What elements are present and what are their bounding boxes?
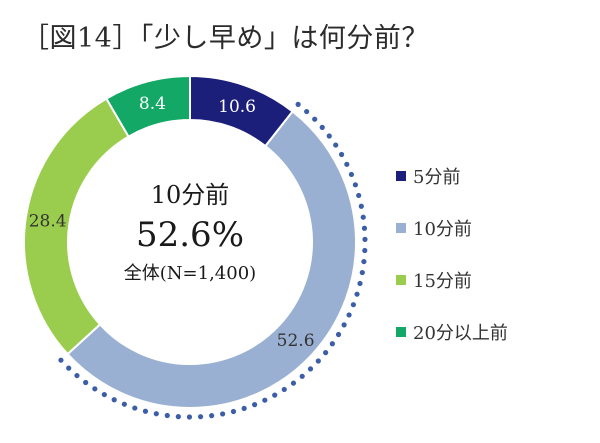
highlight-dot bbox=[354, 291, 360, 297]
data-label-5min: 10.6 bbox=[218, 97, 256, 117]
highlight-dot bbox=[356, 192, 362, 199]
donut-slice-20min-plus bbox=[105, 74, 191, 138]
highlight-dot bbox=[121, 401, 127, 407]
highlight-dot bbox=[153, 411, 159, 417]
highlight-dot bbox=[361, 258, 367, 265]
highlight-dot bbox=[326, 133, 332, 139]
highlight-dot bbox=[361, 225, 368, 231]
donut-center: 10分前 52.6% 全体(N=1,400) bbox=[90, 180, 290, 286]
legend-item-15min: 15分前 bbox=[396, 254, 596, 306]
highlight-dot bbox=[272, 392, 278, 398]
highlight-dot bbox=[142, 408, 149, 414]
legend-swatch bbox=[396, 171, 406, 181]
highlight-dot bbox=[352, 182, 358, 188]
highlight-dot bbox=[315, 358, 321, 364]
highlight-dot bbox=[357, 280, 363, 287]
highlight-dot bbox=[346, 312, 352, 318]
highlight-dot bbox=[323, 350, 329, 356]
legend-swatch bbox=[396, 223, 406, 233]
highlight-dot bbox=[329, 341, 335, 347]
highlight-dot bbox=[186, 414, 193, 420]
data-label-15min: 28.4 bbox=[29, 211, 67, 231]
chart-title: ［図14］「少し早め」は何分前？ bbox=[22, 23, 429, 54]
legend-label: 5分前 bbox=[413, 167, 461, 188]
donut-slice-10min bbox=[66, 110, 357, 409]
center-note: 全体(N=1,400) bbox=[123, 263, 257, 284]
highlight-dot bbox=[344, 161, 350, 167]
highlight-dots bbox=[58, 101, 368, 420]
legend-label: 10分前 bbox=[413, 219, 472, 240]
highlight-dot bbox=[197, 414, 204, 420]
highlight-dot bbox=[58, 357, 64, 363]
highlight-dot bbox=[335, 331, 342, 338]
highlight-dot bbox=[66, 365, 72, 371]
highlight-dot bbox=[83, 379, 89, 386]
highlight-dot bbox=[319, 124, 325, 130]
highlight-dot bbox=[359, 269, 365, 276]
highlight-dot bbox=[262, 397, 268, 403]
highlight-dot bbox=[295, 101, 301, 107]
legend-item-20min-plus: 20分以上前 bbox=[396, 306, 596, 358]
highlight-dot bbox=[338, 151, 345, 158]
data-label-20min-plus: 8.4 bbox=[139, 94, 166, 114]
highlight-dot bbox=[350, 302, 356, 308]
highlight-dot bbox=[362, 247, 368, 254]
legend: 5分前 10分前 15分前 20分以上前 bbox=[396, 150, 596, 358]
highlight-dot bbox=[333, 142, 339, 148]
legend-label: 20分以上前 bbox=[413, 323, 508, 344]
highlight-dot bbox=[101, 391, 107, 398]
highlight-dot bbox=[241, 405, 247, 412]
legend-label: 15分前 bbox=[413, 271, 472, 292]
legend-swatch bbox=[396, 275, 406, 285]
highlight-dot bbox=[209, 413, 215, 419]
highlight-dot bbox=[74, 372, 80, 379]
highlight-dot bbox=[230, 408, 237, 415]
highlight-dot bbox=[312, 116, 318, 122]
highlight-dot bbox=[362, 236, 368, 242]
highlight-dot bbox=[164, 412, 170, 419]
highlight-dot bbox=[358, 203, 364, 209]
legend-item-10min: 10分前 bbox=[396, 202, 596, 254]
highlight-dot bbox=[290, 380, 297, 386]
legend-item-5min: 5分前 bbox=[396, 150, 596, 202]
highlight-dot bbox=[220, 411, 226, 417]
highlight-dot bbox=[252, 402, 258, 408]
highlight-dot bbox=[175, 414, 181, 420]
highlight-dot bbox=[348, 171, 355, 178]
highlight-dot bbox=[360, 214, 366, 220]
center-value: 52.6% bbox=[135, 215, 244, 255]
highlight-dot bbox=[132, 405, 138, 411]
highlight-dot bbox=[92, 386, 98, 392]
highlight-dot bbox=[307, 366, 314, 372]
highlight-dot bbox=[299, 373, 305, 379]
highlight-dot bbox=[281, 386, 287, 393]
highlight-dot bbox=[111, 397, 117, 403]
donut-slices bbox=[23, 74, 357, 409]
center-title: 10分前 bbox=[150, 181, 230, 209]
highlight-dot bbox=[341, 322, 347, 328]
data-label-10min: 52.6 bbox=[277, 331, 315, 351]
legend-swatch bbox=[396, 327, 406, 337]
slice-labels: 10.6 52.6 28.4 8.4 bbox=[29, 94, 315, 351]
highlight-dot bbox=[304, 108, 310, 115]
